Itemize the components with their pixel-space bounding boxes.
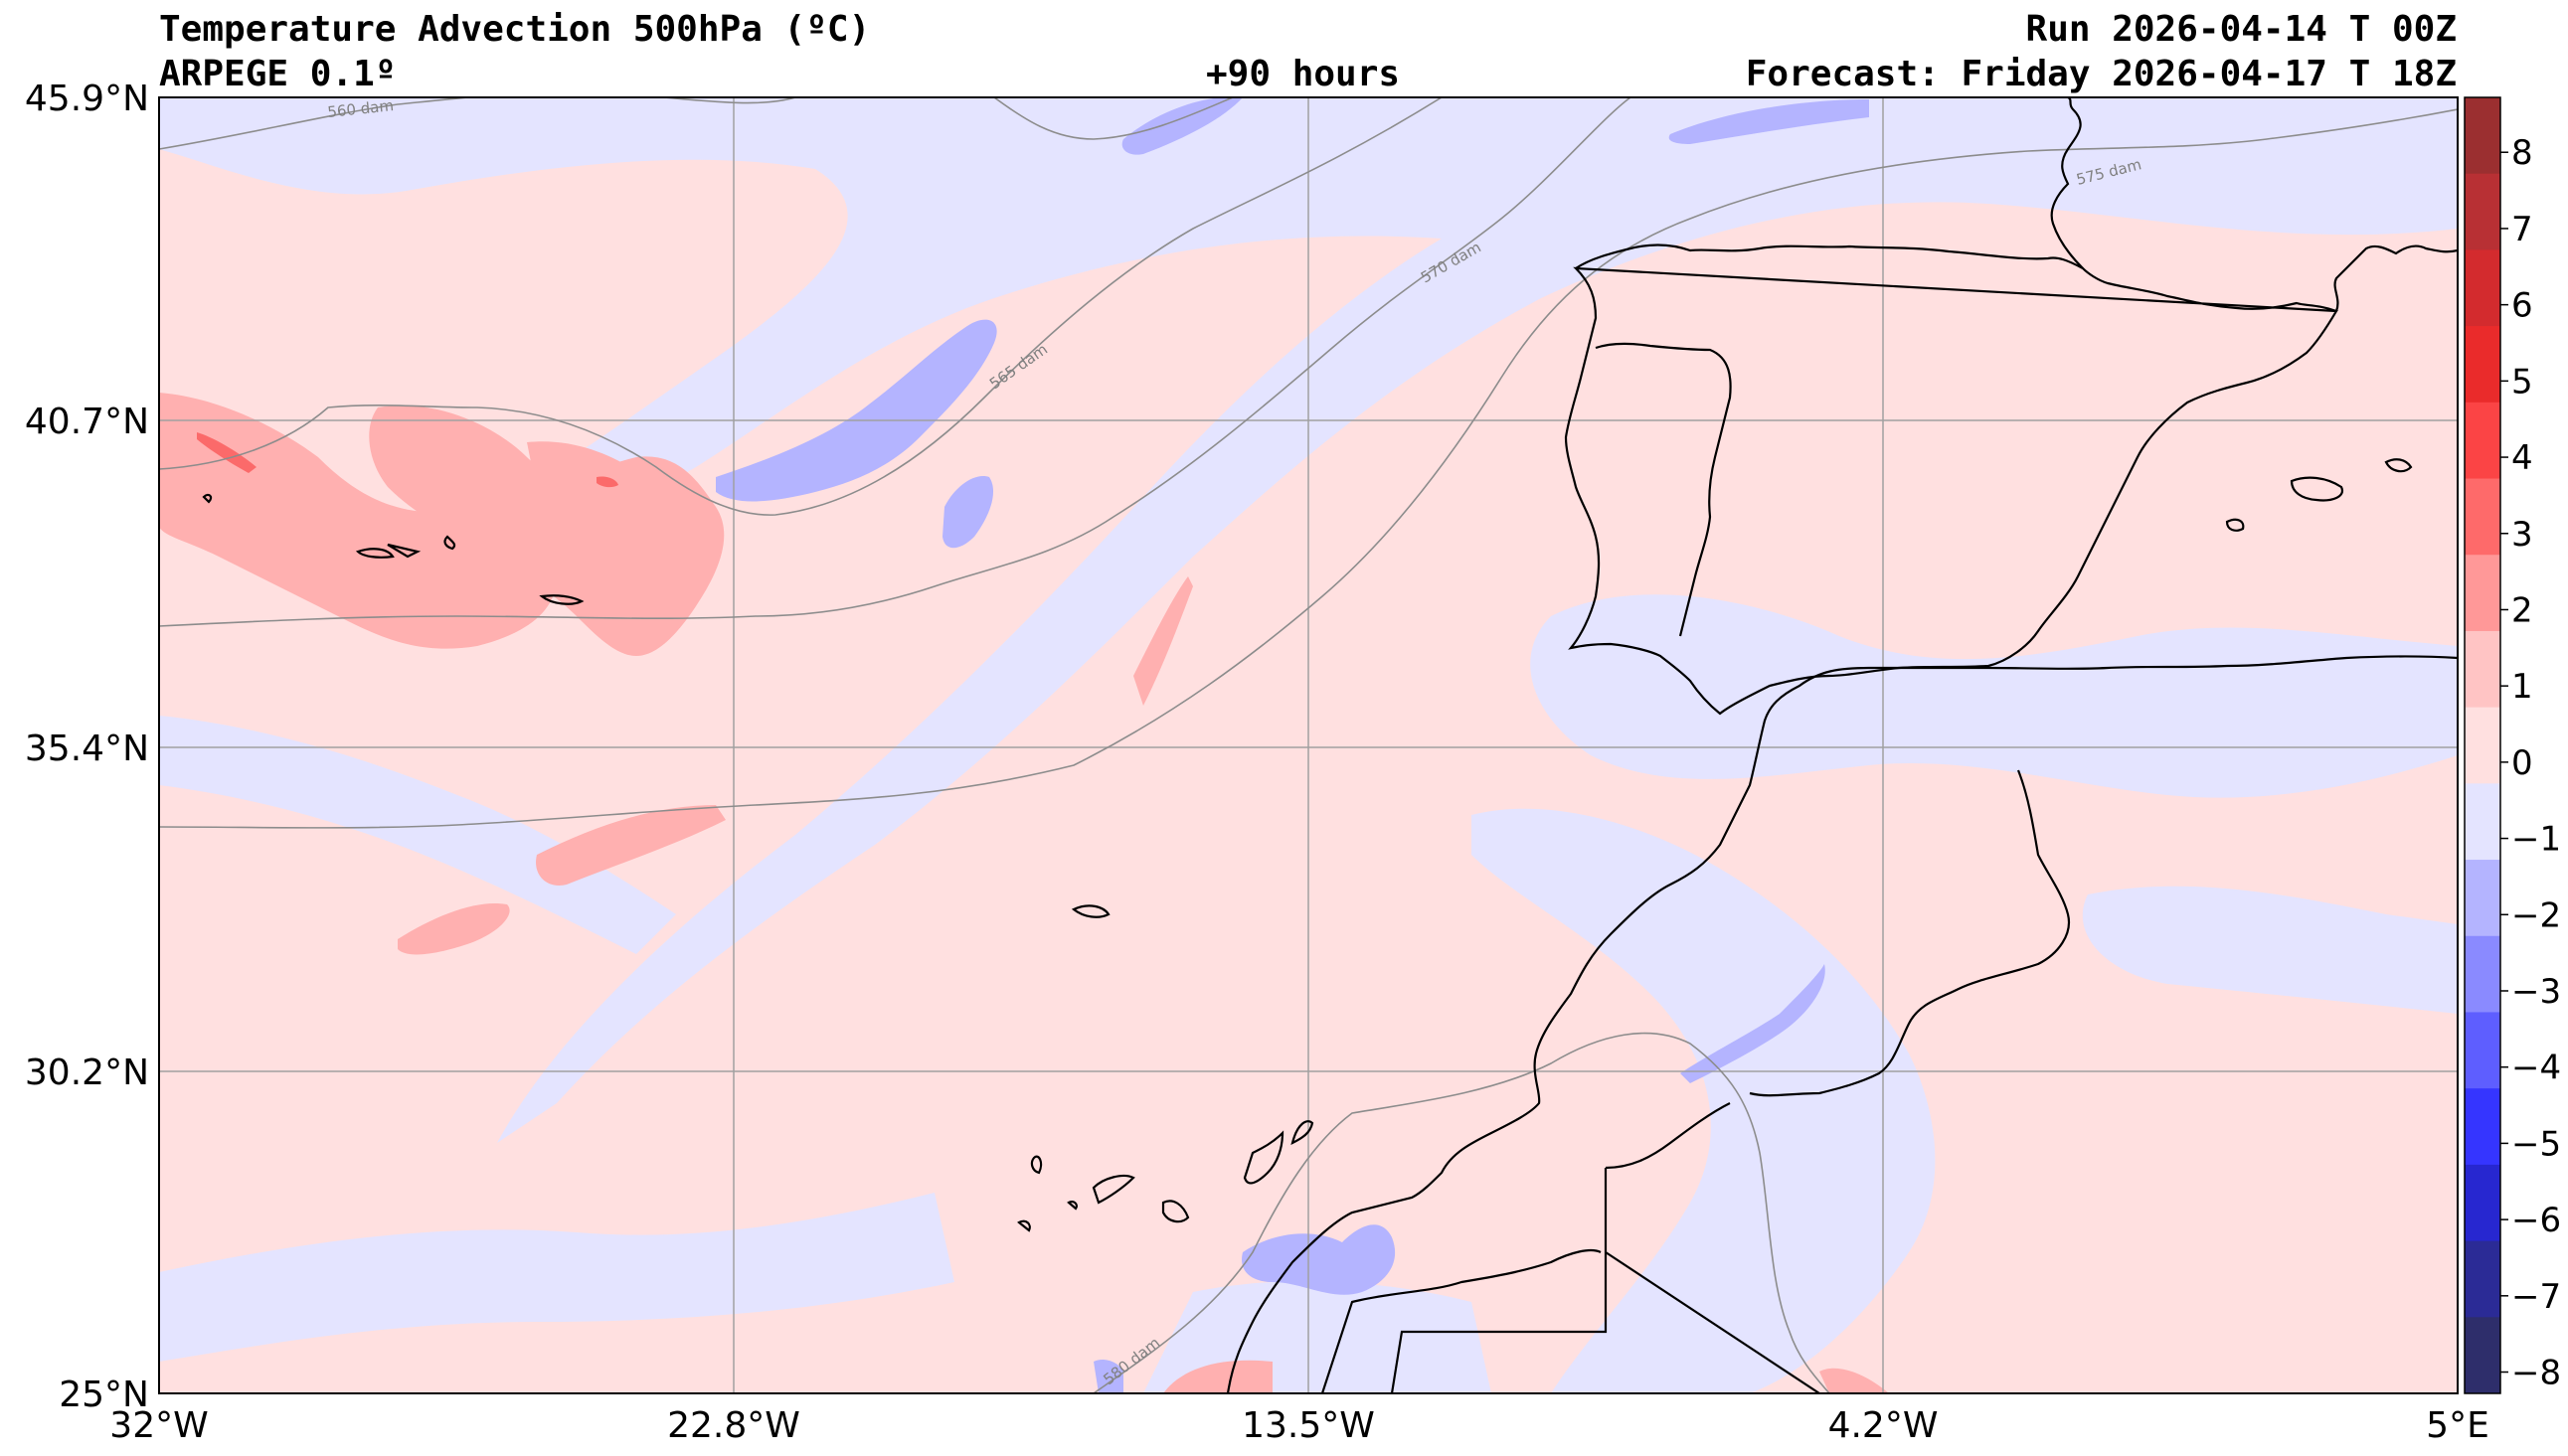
colorbar-swatch xyxy=(2465,1088,2500,1166)
colorbar-tick-label: 4 xyxy=(2511,438,2533,478)
mauritania-border xyxy=(1390,1168,1820,1393)
colorbar-tick-label: −4 xyxy=(2511,1049,2561,1088)
colorbar-tick-label: 2 xyxy=(2511,590,2533,630)
colorbar-swatch xyxy=(2465,707,2500,784)
lon-label: 32°W xyxy=(109,1405,208,1446)
run-label: Run 2026-04-14 T 00Z xyxy=(2025,9,2457,50)
colorbar-swatch xyxy=(2465,1012,2500,1089)
colorbar: 8 7 6 5 4 3 2 1 0 −1 −2 −3 −4 −5 −6 −7 −8 xyxy=(2464,96,2561,1394)
colorbar-tick-label: 5 xyxy=(2511,362,2533,402)
colorbar-swatch xyxy=(2465,630,2500,709)
colorbar-swatch xyxy=(2465,783,2500,861)
cold-patch-north-2 xyxy=(1668,99,1869,144)
forecast-label: Forecast: Friday 2026-04-17 T 18Z xyxy=(1745,54,2457,94)
warm-patch-south-coast xyxy=(1163,1360,1273,1393)
france-coast xyxy=(2050,97,2084,269)
cold-patch-atlantic xyxy=(716,319,997,502)
plot-frame xyxy=(158,96,2459,1394)
colorbar-frame xyxy=(2464,96,2501,1394)
azores-islands xyxy=(202,493,585,605)
graticule xyxy=(159,97,2458,1393)
colorbar-tick-label: 0 xyxy=(2511,743,2533,783)
warm-patch-northwest xyxy=(159,393,557,649)
cold-band-morocco xyxy=(1471,808,1936,1393)
colorbar-swatch xyxy=(2465,1317,2500,1394)
colorbar-tick-label: −5 xyxy=(2511,1124,2561,1164)
africa-coast xyxy=(1226,655,2458,1393)
colorbar-tick-label: −3 xyxy=(2511,972,2561,1012)
colorbar-swatch xyxy=(2465,402,2500,480)
colorbar-tick-label: −1 xyxy=(2511,820,2561,860)
lon-label: 4.2°W xyxy=(1828,1405,1939,1446)
colorbar-swatch xyxy=(2465,860,2500,937)
cold-band-southwest xyxy=(159,1193,954,1362)
warm-patch-strong-center xyxy=(597,476,618,488)
contour-575 xyxy=(159,108,2458,829)
lat-label: 30.2°N xyxy=(25,1052,149,1093)
cold-band-east xyxy=(2082,886,2458,1014)
lon-label: 13.5°W xyxy=(1242,1405,1375,1446)
colorbar-swatch xyxy=(2465,1164,2500,1242)
colorbar-tick-label: −7 xyxy=(2511,1277,2561,1317)
cold-patch-north xyxy=(1121,97,1243,155)
chart-title: Temperature Advection 500hPa (ºC) xyxy=(159,9,871,50)
colorbar-swatch xyxy=(2465,326,2500,404)
contour-570 xyxy=(159,97,1631,627)
latitude-labels: 45.9°N 40.7°N 35.4°N 30.2°N 25°N xyxy=(25,79,149,1415)
lead-time-label: +90 hours xyxy=(1206,54,1401,94)
portugal-border xyxy=(1595,342,1732,637)
colorbar-tick-label: 7 xyxy=(2511,210,2533,249)
sahara-border xyxy=(1320,1248,1602,1393)
colorbar-tick-label: 3 xyxy=(2511,515,2533,555)
warm-patch-southeast xyxy=(1819,1368,1889,1393)
algeria-border xyxy=(1605,769,2071,1170)
canary-islands xyxy=(1017,1120,1314,1232)
colorbar-tick-label: −8 xyxy=(2511,1354,2561,1393)
cold-patch-south xyxy=(1094,1360,1123,1393)
contour-560 xyxy=(159,97,1234,150)
colorbar-swatch xyxy=(2465,173,2500,250)
mediterranean-france xyxy=(2333,244,2458,312)
colorbar-tick-label: 1 xyxy=(2511,667,2533,707)
colorbar-swatch xyxy=(2465,935,2500,1013)
balearic xyxy=(2225,458,2413,532)
lon-label: 22.8°W xyxy=(667,1405,800,1446)
contour-565 xyxy=(159,97,1443,516)
model-label: ARPEGE 0.1º xyxy=(159,54,397,94)
warm-patch-streak xyxy=(1133,576,1193,706)
warm-patch-central xyxy=(536,805,726,886)
lat-label: 40.7°N xyxy=(25,402,149,442)
cold-band-atlantic-mid xyxy=(159,716,676,954)
coastlines xyxy=(202,97,2458,1393)
cold-patch-atlantic-2 xyxy=(942,476,994,549)
warm-patch-strong-northwest xyxy=(197,432,257,473)
colorbar-tick-label: −2 xyxy=(2511,895,2561,935)
colorbar-tick-label: 8 xyxy=(2511,133,2533,173)
colorbar-swatch xyxy=(2465,478,2500,556)
lat-label: 35.4°N xyxy=(25,728,149,769)
colorbar-swatch xyxy=(2465,249,2500,327)
advection-field xyxy=(159,97,2458,1393)
colorbar-tick-label: 6 xyxy=(2511,286,2533,326)
madeira-island xyxy=(1071,904,1111,918)
cold-patch-atlas xyxy=(1680,964,1825,1083)
warm-patch-southwest xyxy=(398,903,510,955)
colorbar-swatch xyxy=(2465,555,2500,632)
lat-label: 25°N xyxy=(59,1375,149,1415)
iberia-coast xyxy=(1564,243,2338,716)
lon-label: 5°E xyxy=(2426,1405,2489,1446)
longitude-labels: 32°W 22.8°W 13.5°W 4.2°W 5°E xyxy=(109,1405,2489,1446)
contour-580 xyxy=(1093,1032,1830,1393)
colorbar-swatch xyxy=(2465,97,2500,175)
geopotential-contours xyxy=(159,97,2458,1393)
warm-patch-northwest-2 xyxy=(369,405,725,656)
colorbar-tick-label: −6 xyxy=(2511,1201,2561,1240)
colorbar-swatch xyxy=(2465,1240,2500,1318)
lat-label: 45.9°N xyxy=(25,79,149,119)
